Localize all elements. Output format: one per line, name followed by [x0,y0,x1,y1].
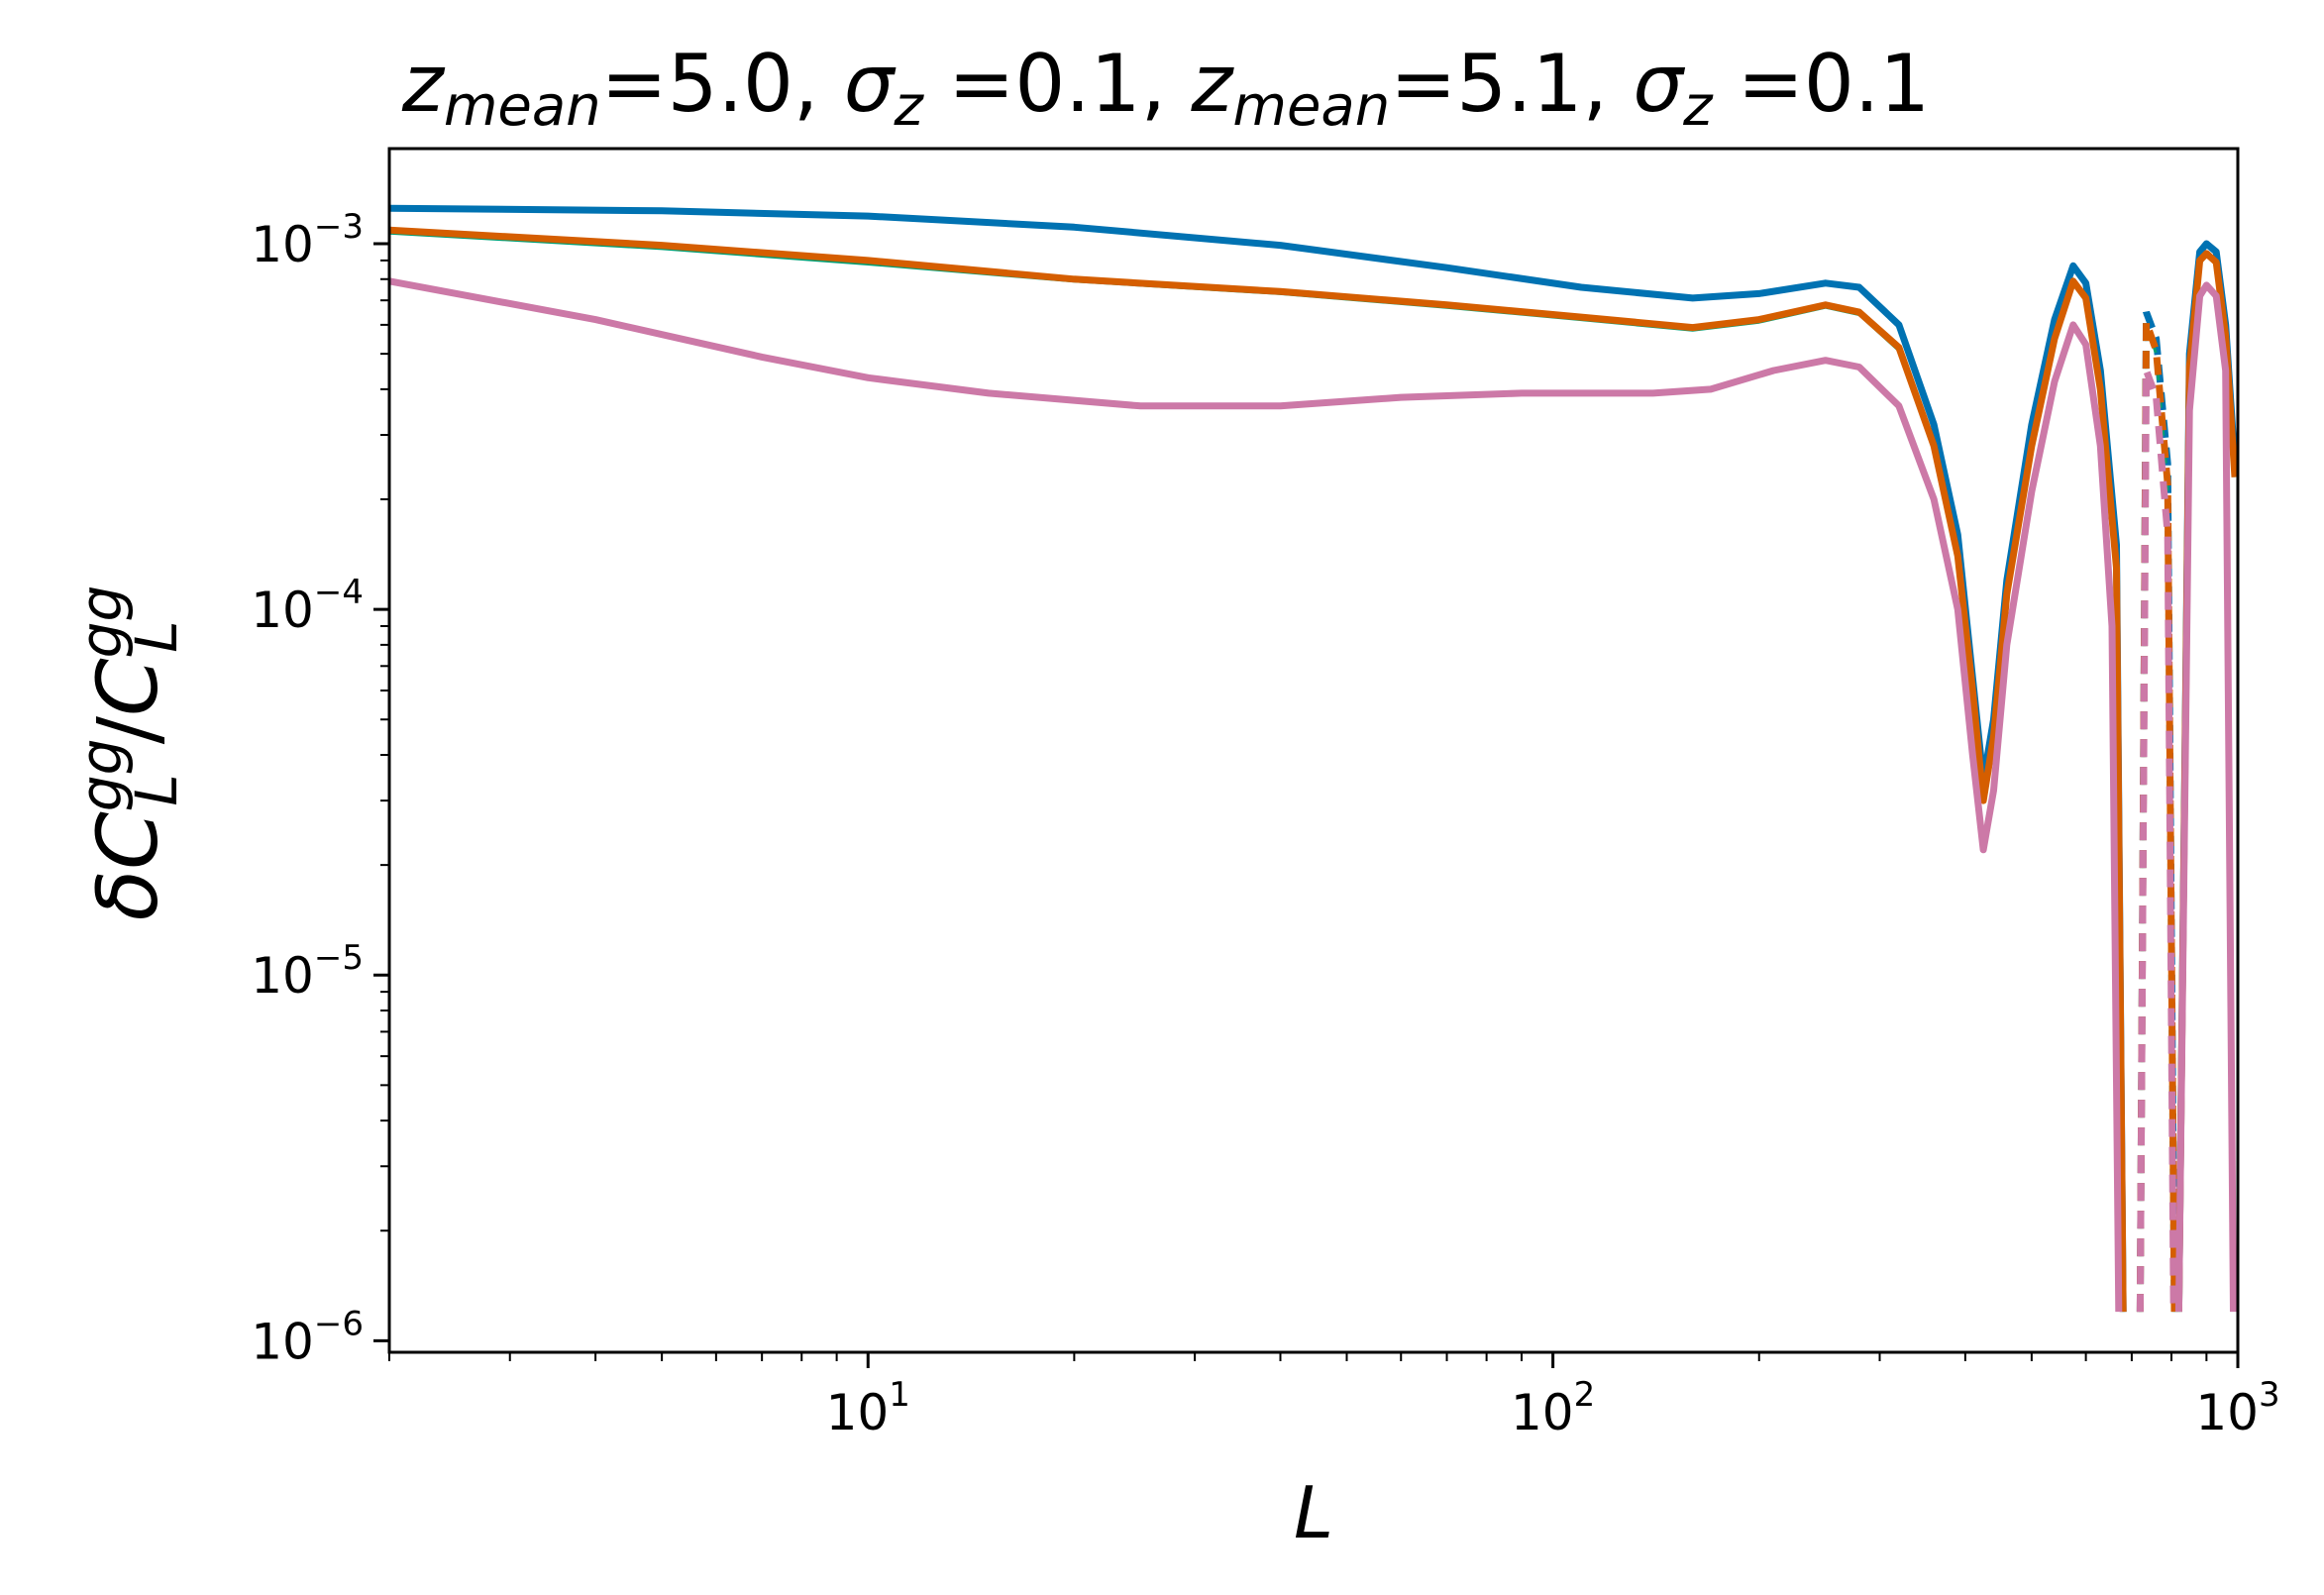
x-axis-label: L [1294,1471,1333,1554]
y-tick-label: 10−5 [251,938,364,1005]
series-blue-line [389,204,2127,1313]
y-tick-label: 10−3 [251,207,364,273]
series-green-line [389,231,2125,1313]
series-pink-dashed-line [2136,369,2177,1313]
series-pink-line [389,277,2123,1313]
series-layer [389,204,2238,1313]
series-orange-line [389,226,2127,1313]
series-pink-line-tail [2174,281,2237,1313]
series-orange-line-tail [2174,250,2238,1313]
tick-layer: 101 102 103 10−6 10−5 10−4 10−3 [251,207,2279,1441]
y-axis-label: δCggL/CggL [67,585,190,921]
x-tick-label: 102 [1511,1375,1595,1441]
plot-frame [387,147,2240,1354]
y-tick-label: 10−4 [251,573,364,639]
x-tick-label: 103 [2195,1375,2279,1441]
y-tick-label: 10−6 [251,1304,364,1370]
x-tick-label: 101 [826,1375,910,1441]
chart-title: zmean=5.0, σz =0.1, zmean=5.1, σz =0.1 [401,38,1930,139]
